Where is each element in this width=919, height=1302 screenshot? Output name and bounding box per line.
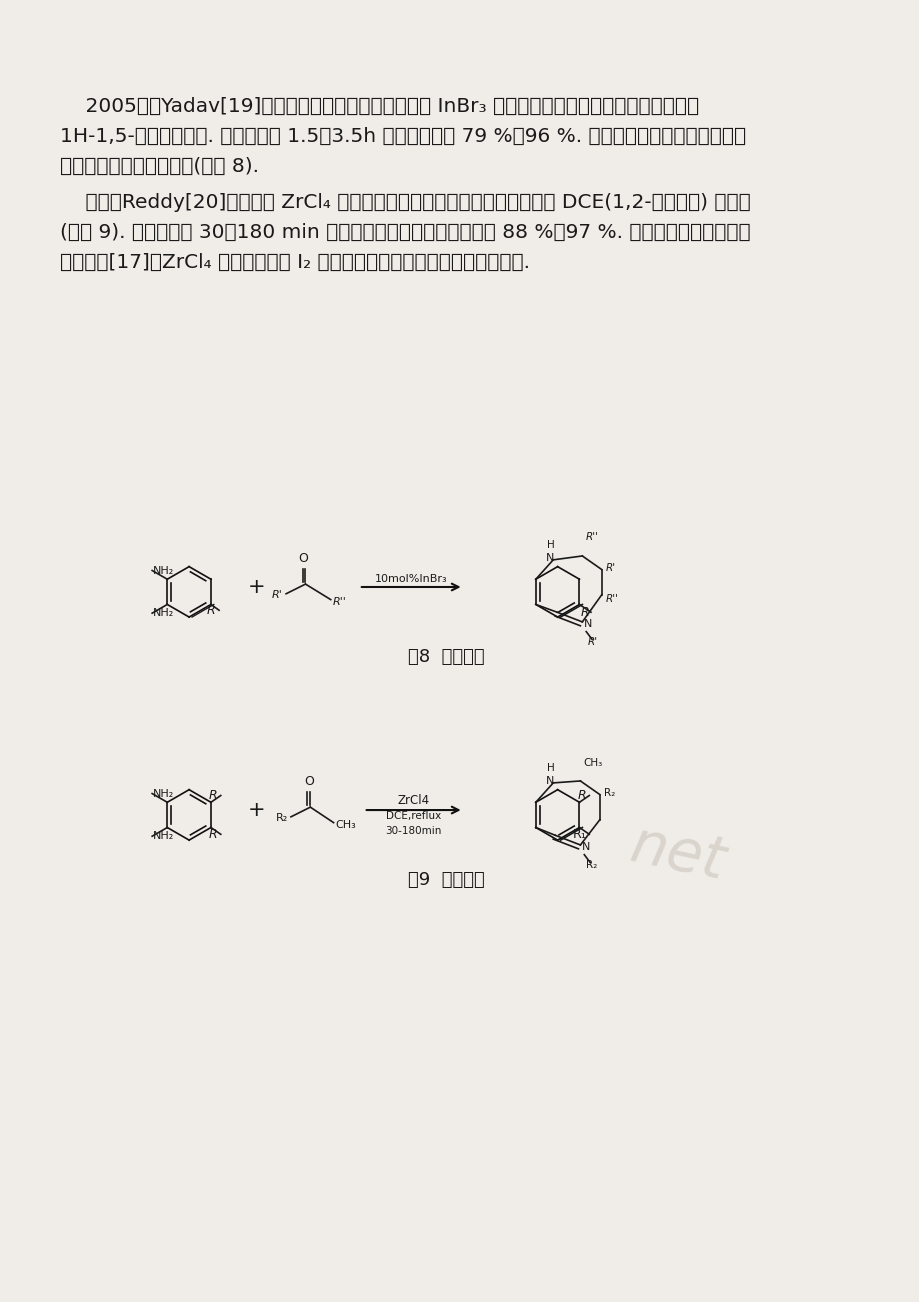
Text: R'': R'' <box>605 594 618 604</box>
Text: (见图 9). 通常反应在 30～180 min 内完成，该催化反应的产率可达 88 %～97 %. 其机理类似于文献报道: (见图 9). 通常反应在 30～180 min 内完成，该催化反应的产率可达 … <box>60 224 750 242</box>
Text: +: + <box>248 799 266 820</box>
Text: CH₃: CH₃ <box>583 758 602 768</box>
Text: R₂: R₂ <box>276 812 288 823</box>
Text: NH₂: NH₂ <box>153 831 175 841</box>
Text: N: N <box>546 553 554 562</box>
Text: net: net <box>626 816 731 892</box>
Text: H: H <box>547 763 554 773</box>
Text: NH₂: NH₂ <box>153 608 175 618</box>
Text: R': R' <box>271 590 282 600</box>
Text: DCE,reflux: DCE,reflux <box>385 811 440 822</box>
Text: N: N <box>582 842 590 852</box>
Text: O: O <box>304 775 314 788</box>
Text: 二胺更容易得到预期产物(见图 8).: 二胺更容易得到预期产物(见图 8). <box>60 158 259 176</box>
Text: R': R' <box>605 562 615 573</box>
Text: R₁: R₁ <box>572 828 585 841</box>
Text: R₂: R₂ <box>603 788 614 798</box>
Text: R: R <box>208 828 217 841</box>
Text: 图9  反应式九: 图9 反应式九 <box>407 871 484 889</box>
Text: O: O <box>299 552 308 565</box>
Text: NH₂: NH₂ <box>153 565 175 575</box>
Text: R': R' <box>587 638 597 647</box>
Text: R'': R'' <box>333 596 346 607</box>
Text: CH₃: CH₃ <box>335 819 356 829</box>
Text: NH₂: NH₂ <box>153 789 175 798</box>
Text: R: R <box>580 605 588 618</box>
Text: N: N <box>546 776 554 786</box>
Text: H: H <box>547 540 554 551</box>
Text: 10mol%InBr₃: 10mol%InBr₃ <box>374 574 447 585</box>
Text: 图8  反应式八: 图8 反应式八 <box>407 648 484 667</box>
Text: N: N <box>584 618 592 629</box>
Text: 过的机理[17]，ZrCl₄ 起到的作用与 I₂ 等催化剑一样，活化了罰基的反应活性.: 过的机理[17]，ZrCl₄ 起到的作用与 I₂ 等催化剑一样，活化了罰基的反应… <box>60 254 529 272</box>
Text: +: + <box>248 577 266 598</box>
Text: R: R <box>207 604 215 617</box>
Text: 最近，Reddy[20]等报道了 ZrCl₄ 催化的取代邻苯二胺和酹的缩合反应，以 DCE(1,2-二氯乙烷) 为溶剂: 最近，Reddy[20]等报道了 ZrCl₄ 催化的取代邻苯二胺和酹的缩合反应，… <box>60 193 750 212</box>
Text: ZrCl4: ZrCl4 <box>397 793 429 806</box>
Text: R: R <box>577 789 585 802</box>
Text: R: R <box>208 789 217 802</box>
Text: 2005年，Yadav[19]及合作者发现在温和条件下通过 InBr₃ 催化取代邻苯二胺和酹能夠得到预期的: 2005年，Yadav[19]及合作者发现在温和条件下通过 InBr₃ 催化取代… <box>60 98 698 116</box>
Text: R'': R'' <box>584 533 597 543</box>
Text: 30-180min: 30-180min <box>384 825 441 836</box>
Text: R₂: R₂ <box>585 861 596 871</box>
Text: 1H-1,5-苯并二氮杂卓. 反应时间在 1.5～3.5h 之间，产率约 79 %～96 %. 根据该文反应对于缺电子的苯: 1H-1,5-苯并二氮杂卓. 反应时间在 1.5～3.5h 之间，产率约 79 … <box>60 128 745 146</box>
